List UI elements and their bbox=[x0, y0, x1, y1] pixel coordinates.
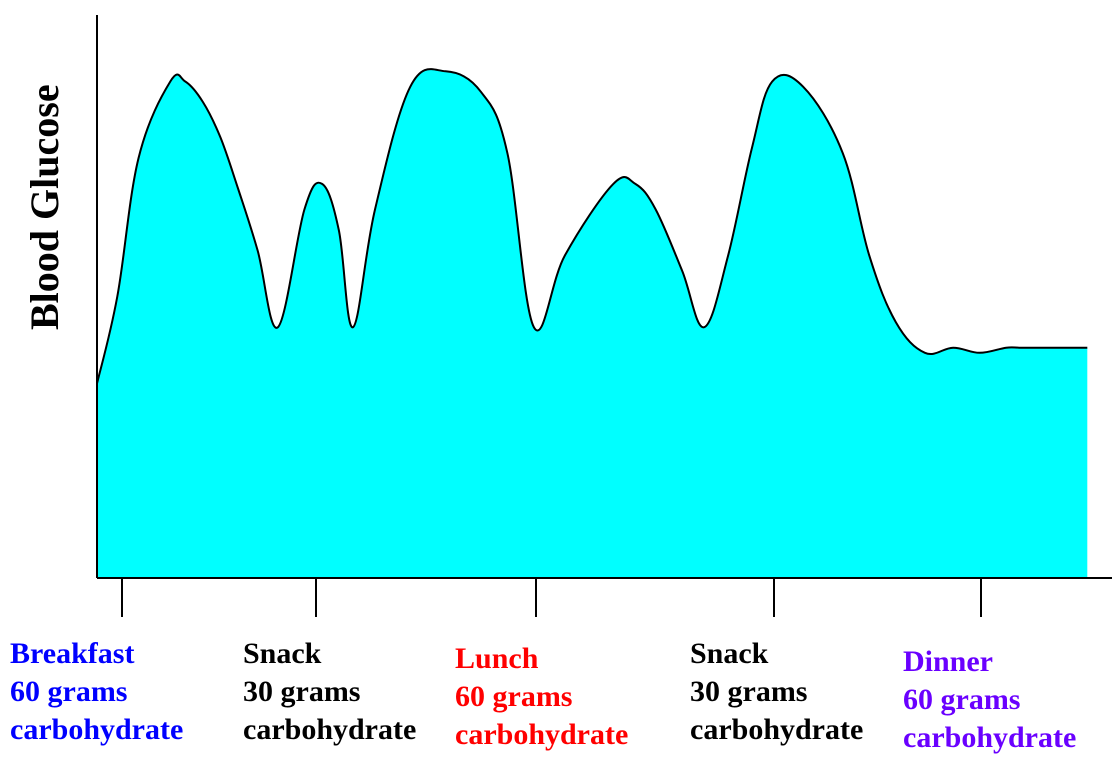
meal-ticks bbox=[121, 578, 982, 617]
meal-label-3: Lunch 60 grams carbohydrate bbox=[455, 640, 628, 754]
glucose-curve bbox=[96, 68, 1088, 384]
meal-name: Snack bbox=[690, 637, 769, 670]
meal-label-4: Snack 30 grams carbohydrate bbox=[690, 635, 863, 749]
meal-label-2: Snack 30 grams carbohydrate bbox=[243, 635, 416, 749]
meal-amount: 60 grams bbox=[455, 680, 573, 713]
meal-unit: carbohydrate bbox=[10, 713, 184, 746]
meal-label-1: Breakfast 60 grams carbohydrate bbox=[10, 635, 183, 749]
meal-unit: carbohydrate bbox=[243, 713, 417, 746]
y-axis-label: Blood Glucose bbox=[22, 84, 67, 330]
meal-name: Snack bbox=[243, 637, 322, 670]
meal-amount: 60 grams bbox=[903, 683, 1021, 716]
glucose-area bbox=[97, 69, 1088, 578]
meal-label-5: Dinner 60 grams carbohydrate bbox=[903, 643, 1076, 757]
meal-name: Dinner bbox=[903, 645, 993, 678]
meal-unit: carbohydrate bbox=[455, 718, 629, 751]
meal-unit: carbohydrate bbox=[690, 713, 864, 746]
meal-unit: carbohydrate bbox=[903, 721, 1077, 754]
meal-amount: 30 grams bbox=[690, 675, 808, 708]
meal-amount: 30 grams bbox=[243, 675, 361, 708]
meal-name: Breakfast bbox=[10, 637, 135, 670]
meal-name: Lunch bbox=[455, 642, 539, 675]
meal-amount: 60 grams bbox=[10, 675, 128, 708]
glucose-area-layer bbox=[96, 68, 1088, 578]
